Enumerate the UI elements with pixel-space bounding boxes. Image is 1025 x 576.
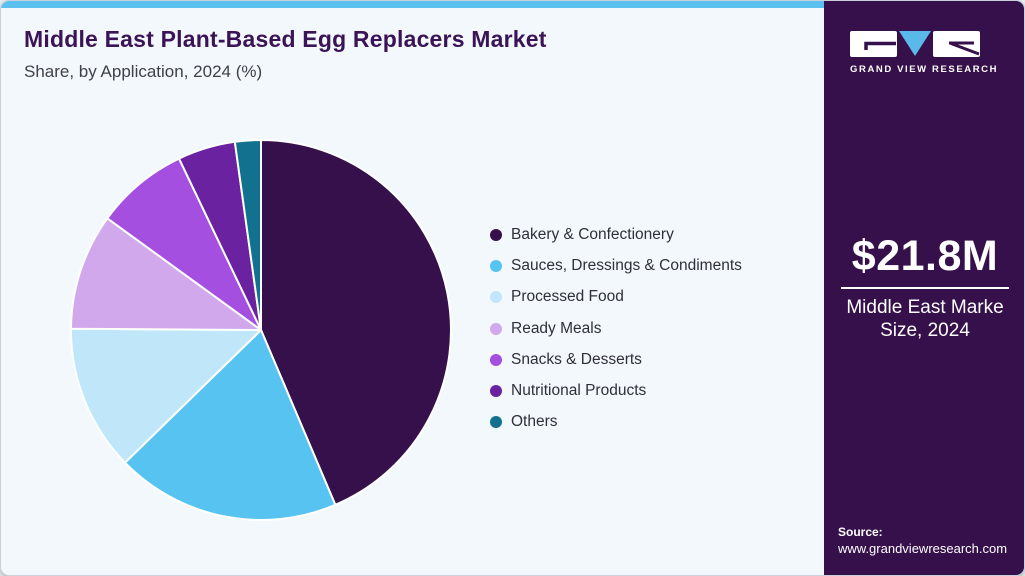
brand-panel: GRAND VIEW RESEARCH $21.8M Middle East M… xyxy=(824,1,1024,575)
legend-swatch-icon xyxy=(490,259,502,272)
source-url-link[interactable]: www.grandviewresearch.com xyxy=(838,541,1008,556)
pie-slice-processed-food xyxy=(69,327,262,464)
pie-slice-snacks-desserts xyxy=(106,157,262,331)
gvr-logo: GRAND VIEW RESEARCH xyxy=(850,31,1000,75)
source-block: Source: www.grandviewresearch.com xyxy=(838,525,1007,556)
page-subtitle: Share, by Application, 2024 (%) xyxy=(24,62,263,81)
legend-label: Snacks & Desserts xyxy=(511,350,642,368)
legend-item: Snacks & Desserts xyxy=(490,344,742,375)
legend-swatch-icon xyxy=(490,291,502,304)
pie-slice-sauces-dressings-condiments xyxy=(123,329,337,521)
logo-wordmark: GRAND VIEW RESEARCH xyxy=(850,64,999,75)
legend-item: Sauces, Dressings & Condiments xyxy=(490,250,742,281)
pie-slice-bakery-confectionery xyxy=(260,139,452,506)
pie-svg xyxy=(69,138,452,521)
legend-swatch-icon xyxy=(490,353,502,366)
legend-swatch-icon xyxy=(490,416,502,429)
legend-label: Sauces, Dressings & Condiments xyxy=(511,256,742,274)
pie-chart xyxy=(61,130,461,530)
logo-letter-g-icon xyxy=(850,31,897,57)
market-size-label-line2: Size, 2024 xyxy=(880,320,970,341)
source-label: Source: xyxy=(838,525,883,539)
legend-item: Others xyxy=(490,407,742,438)
market-size-label-line1: Middle East Marke xyxy=(846,297,1004,318)
legend-label: Others xyxy=(511,413,558,431)
pie-slice-others xyxy=(233,138,262,331)
chart-legend: Bakery & Confectionery Sauces, Dressings … xyxy=(490,219,742,438)
legend-label: Nutritional Products xyxy=(511,382,647,400)
legend-item: Ready Meals xyxy=(490,313,742,344)
market-size-value: $21.8M xyxy=(851,232,999,280)
market-size-callout: $21.8M Middle East Marke Size, 2024 xyxy=(824,232,1024,342)
divider xyxy=(841,287,1009,289)
legend-label: Processed Food xyxy=(511,288,624,306)
legend-item: Processed Food xyxy=(490,282,742,313)
accent-top-strip xyxy=(1,1,825,8)
legend-label: Bakery & Confectionery xyxy=(511,225,674,243)
legend-item: Bakery & Confectionery xyxy=(490,219,742,250)
legend-swatch-icon xyxy=(490,322,502,335)
legend-item: Nutritional Products xyxy=(490,375,742,406)
chart-header: Middle East Plant-Based Egg Replacers Ma… xyxy=(24,26,547,82)
logo-letter-r-icon xyxy=(933,31,980,57)
logo-letter-v-icon xyxy=(899,31,931,56)
pie-slice-ready-meals xyxy=(70,217,262,331)
legend-swatch-icon xyxy=(490,385,502,398)
gvr-logo-marks xyxy=(850,31,1000,57)
legend-swatch-icon xyxy=(490,228,502,241)
legend-label: Ready Meals xyxy=(511,319,602,337)
page-title: Middle East Plant-Based Egg Replacers Ma… xyxy=(24,26,547,52)
